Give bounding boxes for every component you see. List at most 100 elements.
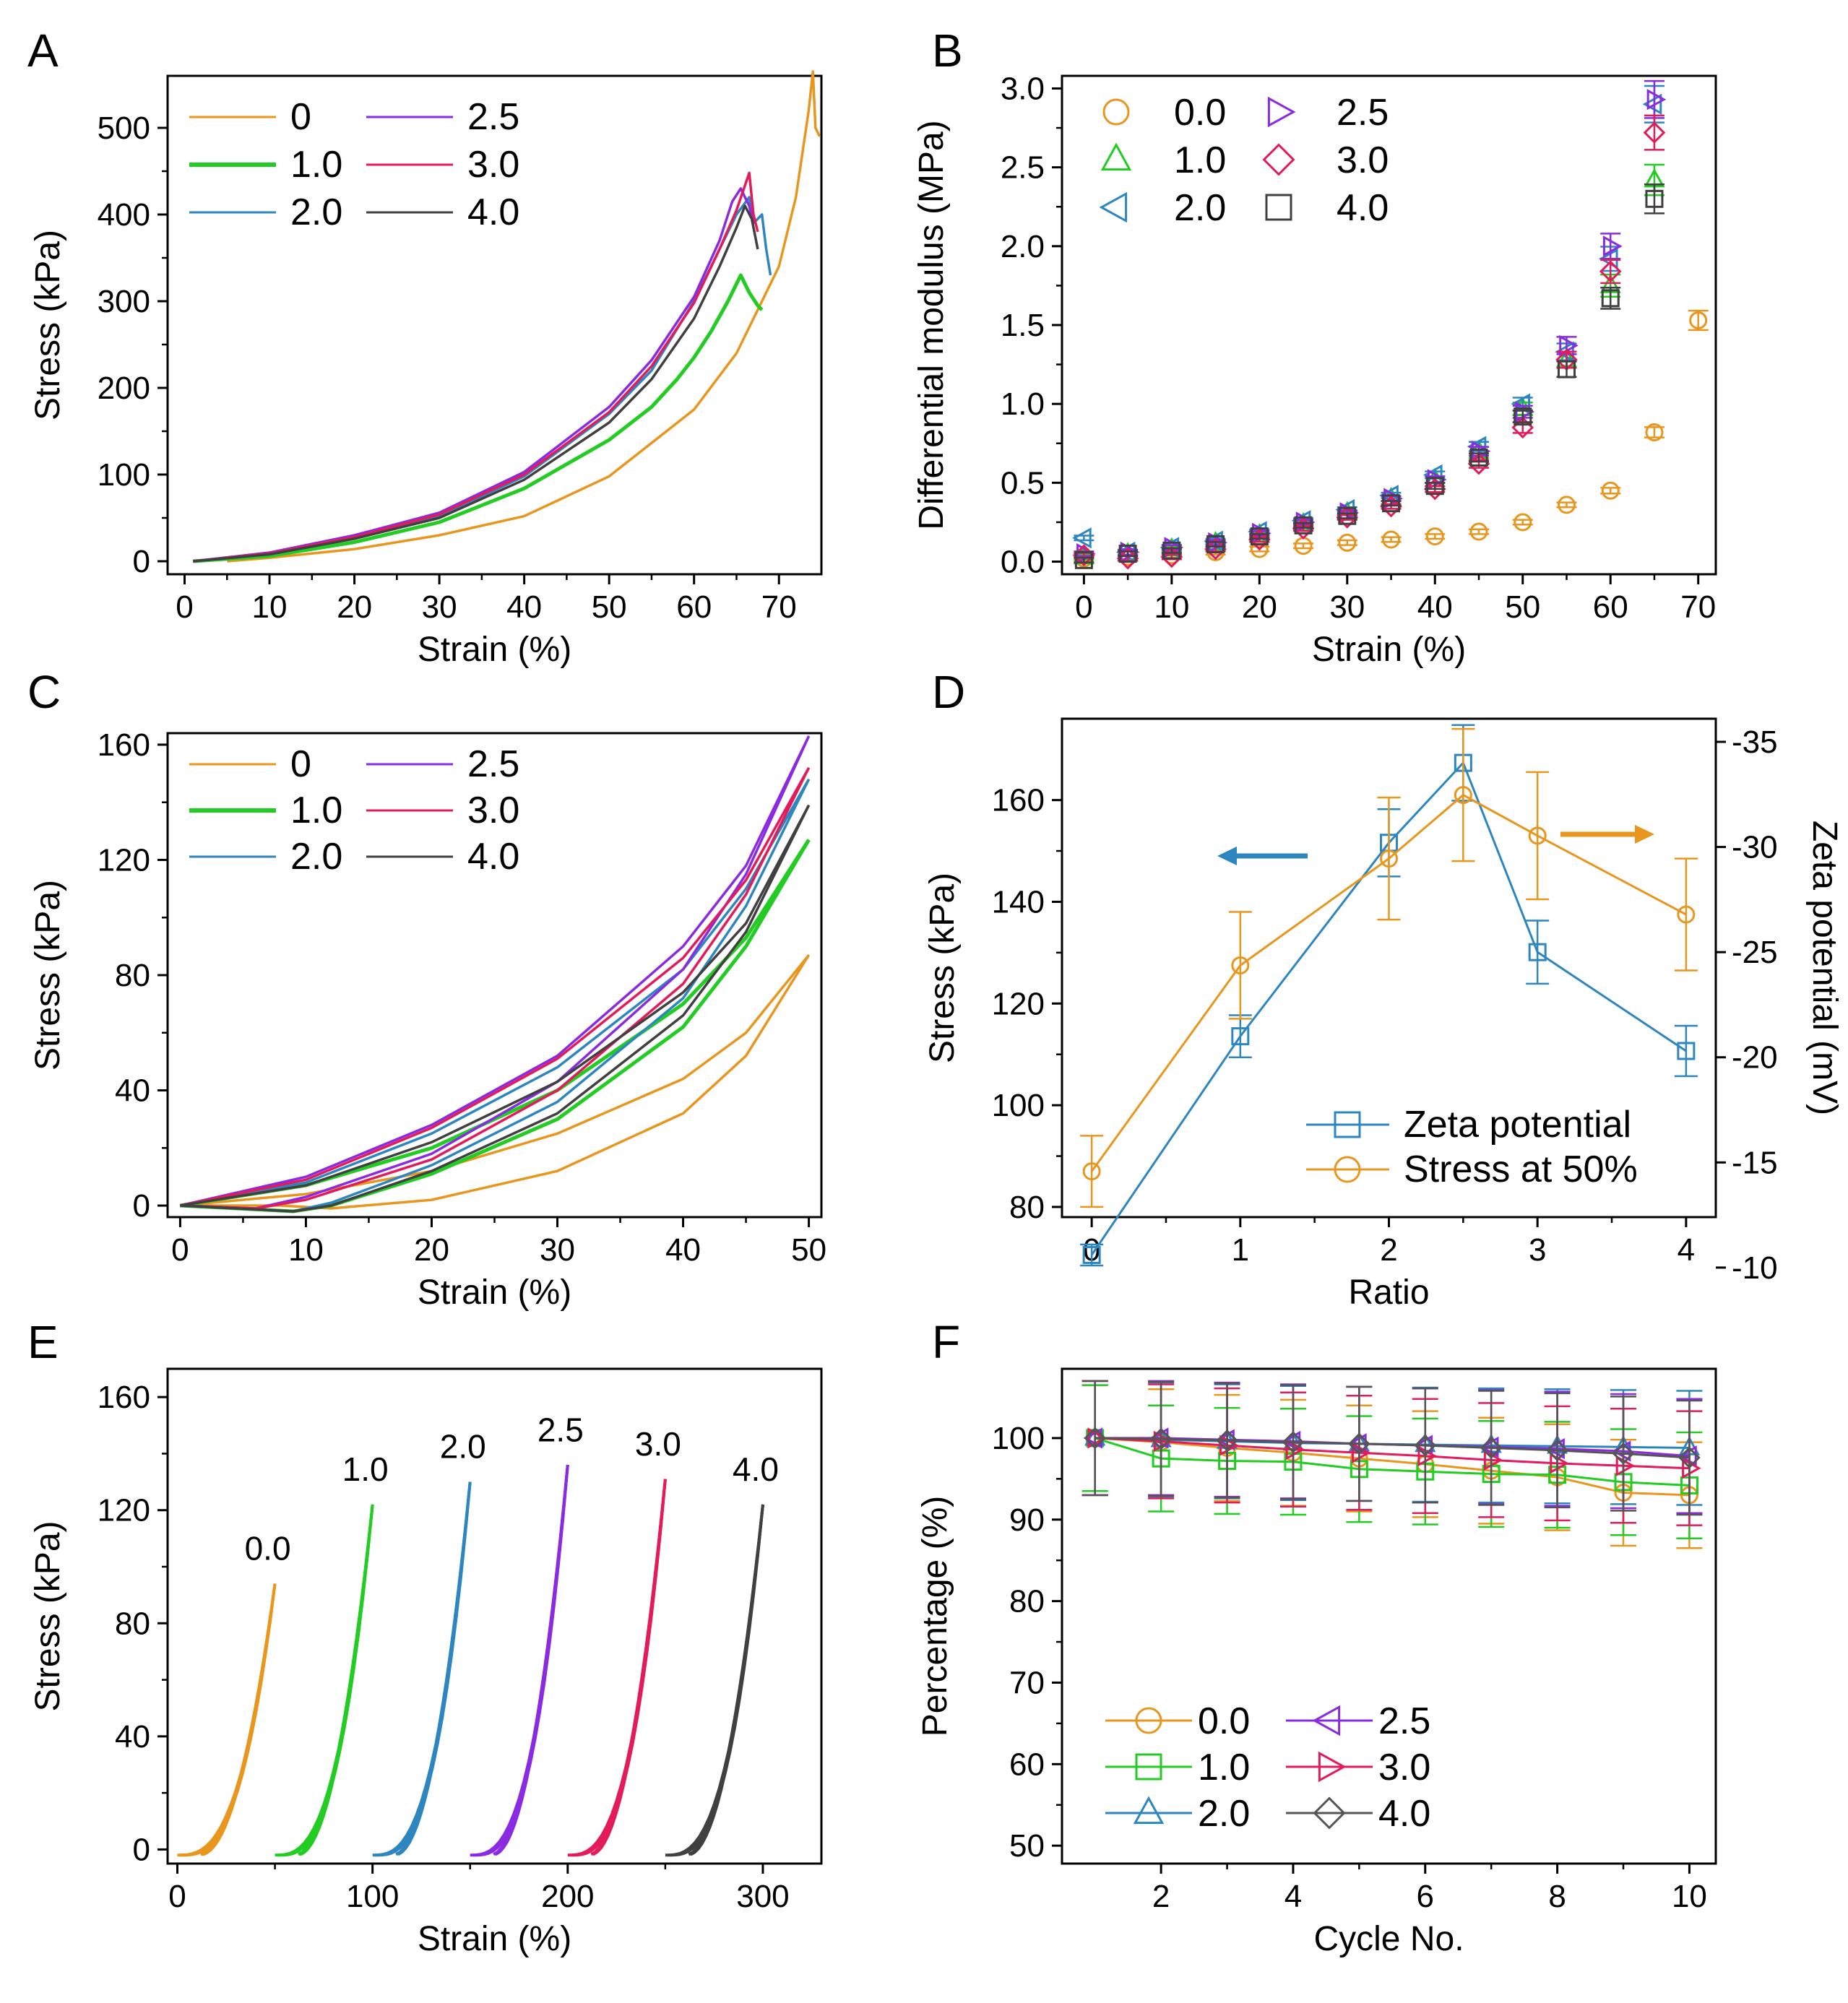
legend-marker — [1267, 96, 1296, 128]
data-point — [1383, 488, 1403, 509]
panel-b: B 0 10 20 30 40 50 60 70 0.0 0.5 1.0 1.5 2.0 2.5 3.0 Str… — [912, 25, 1717, 669]
x-tick-label: 0 — [168, 1879, 186, 1914]
legend-label: 2.5 — [467, 96, 519, 138]
plot-frame — [166, 74, 823, 576]
y-tick-label: 300 — [98, 284, 150, 319]
y-tick-label: 120 — [98, 842, 150, 878]
legend-marker — [1318, 1751, 1347, 1783]
data-point — [1231, 1027, 1250, 1046]
legend-marker — [1135, 1753, 1162, 1781]
y-axis-title: Stress (kPa) — [29, 880, 67, 1070]
data-point — [1425, 527, 1444, 546]
data-point — [1248, 528, 1271, 551]
x-tick-label: 300 — [736, 1879, 789, 1914]
series-line-stress-at-50- — [1090, 793, 1687, 1172]
data-point — [1282, 1431, 1305, 1453]
cycle-loop-2.5 — [470, 1464, 569, 1857]
y-tick-label: 80 — [1009, 1190, 1045, 1225]
data-point — [1087, 1427, 1107, 1449]
y-tick-label: 0 — [133, 544, 150, 579]
curve-label: 0.0 — [245, 1530, 291, 1567]
x-tick-label: 60 — [1593, 589, 1628, 625]
legend-label: 2.5 — [1337, 92, 1389, 134]
data-point — [1084, 1427, 1107, 1450]
x-tick-label: 30 — [422, 589, 457, 625]
data-point — [1231, 956, 1250, 974]
data-point — [1682, 1458, 1701, 1479]
series-line-4.0 — [1094, 1437, 1690, 1459]
data-point — [1417, 1445, 1438, 1467]
data-point — [1348, 1432, 1370, 1455]
data-point — [1602, 235, 1623, 257]
data-point — [1601, 289, 1620, 308]
y-tick-label: 2.5 — [1001, 150, 1045, 186]
panel-a: A 0 10 20 30 40 50 60 70 0 100 200 300 400 500 Strain (… — [27, 25, 823, 669]
y-tick-label: 500 — [98, 111, 150, 146]
data-point — [1545, 1437, 1565, 1460]
y-axis-title: Stress (kPa) — [29, 1520, 67, 1711]
plot-frame — [166, 1367, 823, 1865]
loading-curve-2.5 — [180, 735, 811, 1207]
legend-label: 4.0 — [1378, 1793, 1430, 1835]
cycle-loop-0.0 — [179, 1583, 277, 1857]
series-line-1.0 — [1094, 1437, 1690, 1487]
y-tick-label: 50 — [1009, 1828, 1045, 1864]
y-tick-label: 80 — [1009, 1584, 1045, 1619]
y-tick-label: 100 — [992, 1421, 1045, 1456]
y-tick-label: 0.0 — [1001, 545, 1045, 580]
data-point — [1514, 407, 1532, 426]
y-tick-label: 100 — [98, 457, 150, 493]
y-tick-label: 200 — [98, 371, 150, 406]
legend-marker — [1313, 1796, 1346, 1830]
x-tick-label: 70 — [761, 589, 797, 625]
y-tick-label: 60 — [1009, 1747, 1045, 1782]
data-point — [1216, 1429, 1238, 1452]
y-right-tick-label: -25 — [1732, 935, 1778, 970]
x-tick-label: 40 — [1417, 589, 1453, 625]
x-tick-label: 40 — [665, 1232, 701, 1268]
data-point — [1528, 943, 1547, 961]
legend-label: 0.0 — [1198, 1700, 1250, 1742]
x-tick-label: 100 — [346, 1879, 399, 1914]
data-point — [1162, 541, 1181, 560]
y-tick-label: 80 — [115, 958, 150, 993]
legend-label: 1.0 — [1174, 139, 1226, 181]
data-point — [1646, 89, 1667, 111]
y-tick-label: 3.0 — [1001, 71, 1045, 106]
curve-label: 4.0 — [733, 1450, 779, 1488]
cycle-loop-3.0 — [569, 1479, 667, 1857]
y-tick-label: 120 — [992, 986, 1045, 1021]
cycle-loop-2.0 — [372, 1481, 472, 1857]
y-tick-label: 0 — [133, 1188, 150, 1224]
data-point — [1382, 530, 1401, 549]
y-tick-label: 80 — [115, 1606, 150, 1641]
y-tick-label: 40 — [115, 1719, 150, 1755]
x-tick-label: 0 — [171, 1232, 189, 1268]
x-tick-label: 4 — [1678, 1232, 1695, 1268]
right-arrow — [1560, 825, 1654, 844]
y-tick-label: 40 — [115, 1073, 150, 1109]
y-axis-title: Stress (kPa) — [29, 230, 67, 420]
data-point — [1469, 448, 1488, 467]
data-point — [1074, 550, 1093, 569]
panel-letter: E — [27, 1316, 59, 1368]
legend-marker — [1135, 1707, 1162, 1734]
series-line-2.5 — [193, 187, 755, 563]
plot-frame — [1061, 1367, 1717, 1865]
unloading-curve-0 — [180, 954, 811, 1210]
legend-label: 3.0 — [1337, 139, 1389, 181]
data-point — [1082, 1162, 1101, 1181]
x-tick-label: 10 — [288, 1232, 324, 1268]
data-point — [1294, 516, 1313, 535]
curve-label: 1.0 — [342, 1450, 389, 1488]
data-point — [1642, 93, 1662, 115]
cycle-loop-4.0 — [668, 1504, 764, 1857]
y-tick-label: 1.0 — [1001, 386, 1045, 422]
data-point — [1601, 481, 1620, 500]
loading-curve-3.0 — [180, 767, 811, 1207]
data-point — [1425, 477, 1444, 496]
x-tick-label: 50 — [592, 589, 627, 625]
x-axis-title: Strain (%) — [418, 1273, 571, 1312]
x-tick-label: 10 — [1154, 589, 1189, 625]
